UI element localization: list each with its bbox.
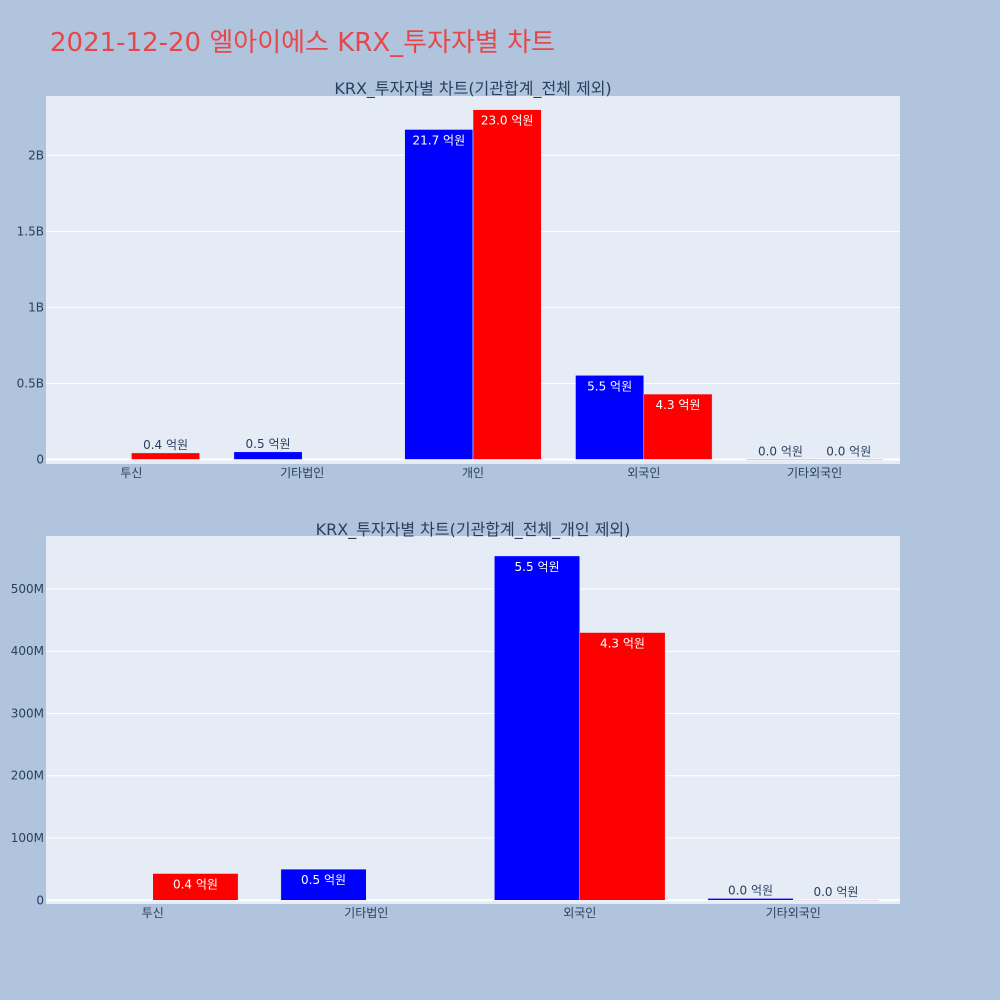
y-tick-label: 100M (11, 831, 44, 845)
x-tick-label: 외국인 (563, 906, 596, 920)
data-label: 0.4 억원 (143, 438, 188, 452)
bar-sell (131, 452, 200, 460)
y-tick-label: 0 (36, 893, 44, 907)
y-tick-label: 300M (11, 706, 44, 720)
data-label: 0.5 억원 (301, 873, 346, 887)
y-tick-label: 0.5B (17, 376, 44, 390)
bar-sell (793, 899, 879, 902)
bar-buy (575, 375, 645, 460)
chart-title: KRX_투자자별 차트(기관합계_전체_개인 제외) (316, 520, 631, 540)
y-tick-label: 1B (28, 300, 44, 314)
y-tick-label: 200M (11, 769, 44, 783)
bar-sell (152, 873, 239, 901)
bar-buy (494, 555, 581, 901)
chart-title: KRX_투자자별 차트(기관합계_전체 제외) (334, 79, 611, 99)
y-tick-label: 1.5B (17, 224, 44, 238)
x-tick-label: 투신 (142, 906, 164, 920)
plot-area (46, 536, 900, 904)
bar-sell (814, 459, 884, 461)
y-tick-label: 2B (28, 148, 44, 162)
data-label: 4.3 억원 (600, 637, 645, 651)
data-label: 4.3 억원 (655, 398, 700, 412)
y-tick-label: 500M (11, 582, 44, 596)
bar-sell (579, 632, 666, 901)
data-label: 0.0 억원 (826, 444, 871, 458)
x-tick-label: 기타외국인 (766, 906, 821, 920)
x-tick-label: 외국인 (627, 466, 660, 480)
data-label: 5.5 억원 (587, 379, 632, 393)
bar-buy (404, 129, 474, 460)
data-label: 23.0 억원 (481, 114, 534, 128)
data-label: 0.5 억원 (246, 437, 291, 451)
page-title: 2021-12-20 엘아이에스 KRX_투자자별 차트 (50, 28, 555, 58)
x-tick-label: 기타법인 (344, 906, 388, 920)
x-tick-label: 기타외국인 (787, 466, 842, 480)
bar-sell (643, 393, 713, 460)
x-tick-label: 투신 (120, 466, 142, 480)
x-tick-label: 개인 (462, 466, 484, 480)
data-label: 5.5 억원 (515, 560, 560, 574)
data-label: 0.0 억원 (813, 885, 858, 899)
bar-sell (472, 109, 542, 460)
y-tick-label: 0 (36, 452, 44, 466)
x-tick-label: 기타법인 (280, 466, 324, 480)
data-label: 0.4 억원 (173, 877, 218, 891)
data-label: 0.0 억원 (758, 444, 803, 458)
bar-buy (280, 868, 367, 901)
data-label: 0.0 억원 (728, 883, 773, 897)
bar-buy (746, 459, 815, 461)
bar-buy (233, 451, 303, 460)
data-label: 21.7 억원 (413, 133, 466, 147)
bar-buy (707, 898, 794, 901)
y-tick-label: 400M (11, 644, 44, 658)
